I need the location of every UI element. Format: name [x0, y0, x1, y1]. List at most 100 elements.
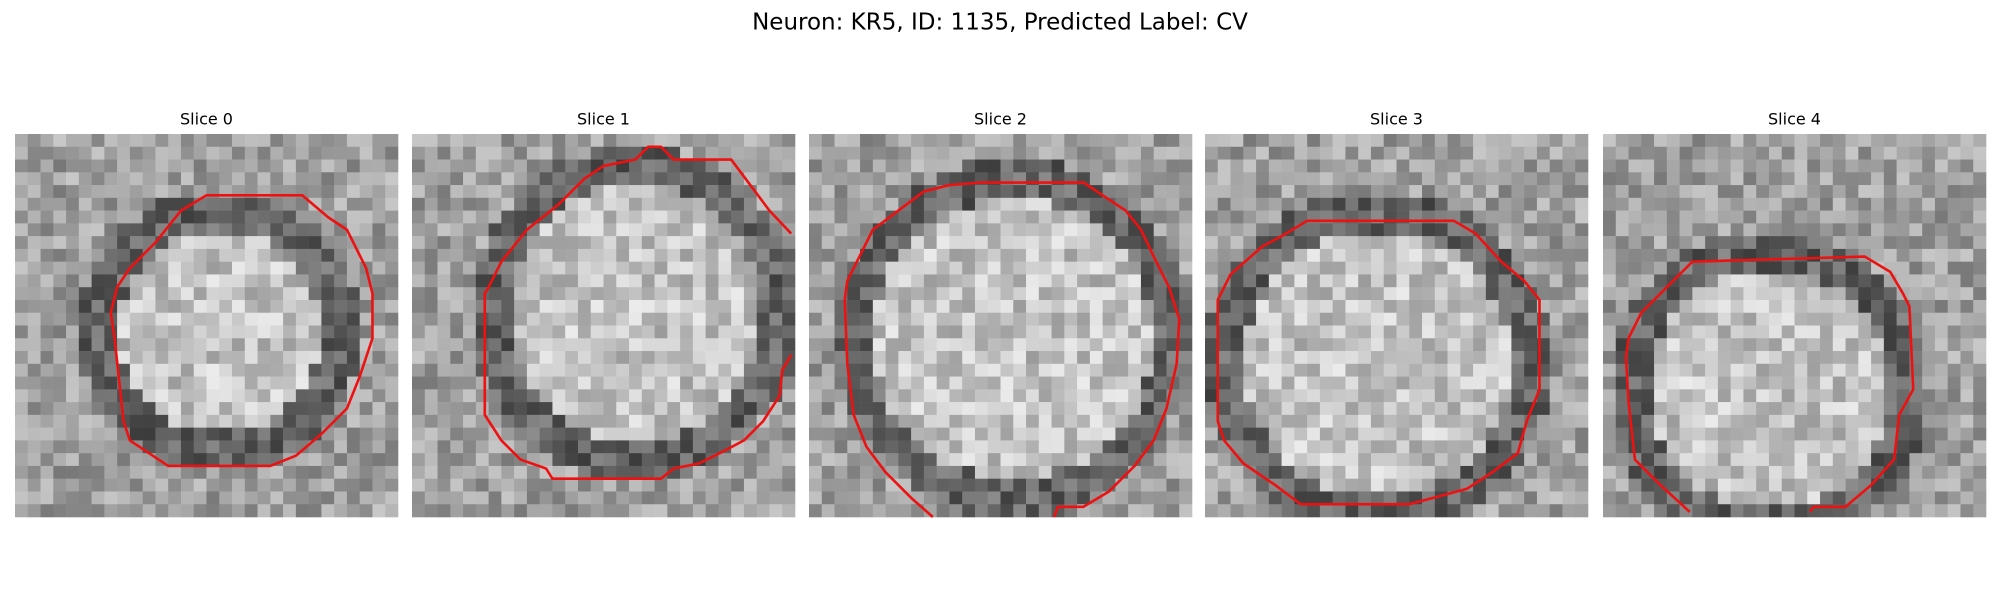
pixel: [1256, 453, 1270, 467]
pixel: [1294, 325, 1308, 339]
pixel: [782, 389, 796, 403]
pixel: [1319, 402, 1333, 416]
pixel: [1473, 299, 1487, 314]
pixel: [1615, 414, 1629, 428]
pixel: [1345, 363, 1359, 377]
pixel: [244, 134, 258, 148]
pixel: [1051, 248, 1065, 262]
pixel: [1217, 223, 1231, 237]
pixel: [1883, 299, 1897, 314]
pixel: [334, 427, 348, 441]
pixel: [526, 134, 540, 148]
pixel: [180, 261, 195, 275]
pixel: [1756, 351, 1770, 365]
pixel: [1460, 363, 1474, 377]
pixel: [372, 376, 386, 390]
pixel: [1717, 248, 1731, 262]
pixel: [91, 465, 105, 479]
pixel: [129, 491, 143, 505]
pixel: [1692, 351, 1706, 365]
pixel: [1000, 389, 1014, 403]
pixel: [962, 402, 976, 416]
pixel: [346, 440, 360, 454]
pixel: [501, 465, 515, 479]
pixel: [385, 440, 399, 454]
pixel: [1628, 197, 1642, 211]
pixel: [641, 414, 655, 428]
pixel: [1524, 210, 1538, 224]
pixel: [552, 504, 566, 518]
pixel: [244, 287, 258, 301]
pixel: [168, 197, 182, 211]
pixel: [117, 338, 131, 352]
pixel: [385, 299, 399, 314]
pixel: [949, 427, 963, 441]
pixel: [91, 299, 105, 314]
pixel: [872, 248, 886, 262]
pixel: [552, 287, 566, 301]
pixel: [1717, 402, 1731, 416]
pixel: [1781, 414, 1795, 428]
pixel: [641, 338, 655, 352]
pixel: [1013, 440, 1027, 454]
pixel: [1038, 453, 1052, 467]
slice-panel: [1603, 134, 1987, 518]
pixel: [1383, 440, 1397, 454]
pixel: [1807, 414, 1821, 428]
pixel: [1871, 287, 1885, 301]
pixel: [1807, 197, 1821, 211]
pixel: [27, 274, 41, 288]
pixel: [1332, 440, 1346, 454]
pixel: [1536, 223, 1550, 237]
pixel: [1922, 159, 1936, 173]
pixel: [1549, 414, 1563, 428]
pixel: [257, 287, 271, 301]
pixel: [437, 363, 451, 377]
pixel: [321, 465, 335, 479]
pixel: [1641, 363, 1655, 377]
pixel: [949, 287, 963, 301]
pixel: [450, 185, 464, 199]
pixel: [66, 197, 80, 211]
pixel: [1115, 414, 1129, 428]
pixel: [475, 197, 489, 211]
pixel: [1549, 402, 1563, 416]
pixel: [552, 261, 566, 275]
pixel: [911, 376, 925, 390]
pixel: [847, 465, 861, 479]
pixel: [321, 287, 335, 301]
pixel: [424, 197, 438, 211]
pixel: [1934, 414, 1948, 428]
pixel: [104, 414, 118, 428]
pixel: [1705, 465, 1719, 479]
pixel: [1089, 402, 1103, 416]
pixel: [1179, 325, 1193, 339]
pixel: [1089, 376, 1103, 390]
pixel: [1536, 146, 1550, 160]
pixel: [1128, 465, 1142, 479]
pixel: [1575, 453, 1589, 467]
pixel: [590, 312, 604, 326]
pixel: [949, 338, 963, 352]
pixel: [155, 172, 169, 186]
pixel: [1807, 376, 1821, 390]
pixel: [321, 376, 335, 390]
pixel: [987, 414, 1001, 428]
pixel: [1973, 440, 1987, 454]
pixel: [155, 478, 169, 492]
pixel: [577, 146, 592, 160]
pixel: [1383, 261, 1397, 275]
pixel: [898, 299, 912, 314]
pixel: [1628, 159, 1642, 173]
pixel: [1243, 210, 1257, 224]
pixel: [1922, 287, 1936, 301]
pixel: [680, 185, 694, 199]
pixel: [1654, 134, 1668, 148]
pixel: [1922, 427, 1936, 441]
pixel: [1153, 236, 1167, 250]
pixel: [104, 274, 118, 288]
pixel: [283, 210, 297, 224]
pixel: [782, 465, 796, 479]
pixel: [437, 312, 451, 326]
pixel: [1858, 146, 1872, 160]
